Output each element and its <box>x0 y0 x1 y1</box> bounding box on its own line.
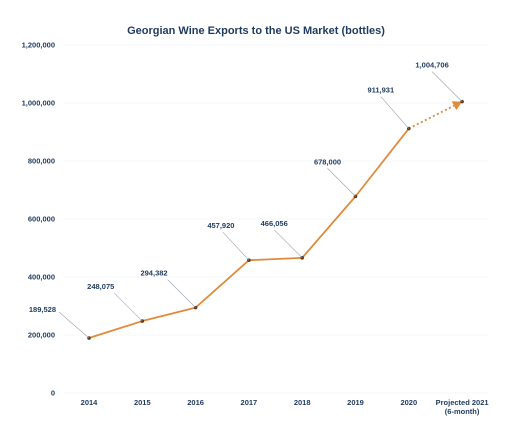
series-line-actual <box>88 127 410 339</box>
data-label: 248,075 <box>87 282 114 291</box>
chart-title: Georgian Wine Exports to the US Market (… <box>127 25 385 37</box>
data-label: 678,000 <box>314 157 341 166</box>
data-label: 457,920 <box>207 221 234 230</box>
label-leader <box>273 229 303 259</box>
y-tick-label: 800,000 <box>28 157 55 166</box>
label-leader <box>431 71 463 102</box>
data-labels: 189,528 248,075 294,382 457,920 466,056 678,0… <box>29 61 463 339</box>
y-tick-label: 400,000 <box>28 273 55 282</box>
y-axis-ticks: 0 200,000 400,000 600,000 800,000 1,000,000 1,… <box>22 41 55 398</box>
label-leader <box>58 311 90 339</box>
label-leader <box>380 96 410 129</box>
y-tick-label: 1,000,000 <box>22 99 55 108</box>
label-leader <box>167 279 196 308</box>
y-tick-label: 600,000 <box>28 215 55 224</box>
data-label: 1,004,706 <box>415 61 448 70</box>
label-leader <box>327 168 356 197</box>
y-tick-label: 1,200,000 <box>22 41 55 50</box>
x-axis-ticks: 2014 2015 2016 2017 2018 2019 2020 Projected 20… <box>81 398 489 416</box>
x-tick-label: 2016 <box>187 398 204 407</box>
x-tick-label: 2015 <box>134 398 151 407</box>
data-label: 294,382 <box>140 269 167 278</box>
gridlines <box>64 44 488 394</box>
x-tick-label: 2017 <box>241 398 258 407</box>
projection-arrowhead <box>451 101 463 111</box>
data-label: 911,931 <box>367 86 394 95</box>
y-tick-label: 0 <box>51 389 55 398</box>
x-tick-label: 2019 <box>347 398 364 407</box>
x-tick-label: Projected 2021 (6-month) <box>436 398 489 416</box>
data-label: 466,056 <box>261 219 288 228</box>
x-tick-label: 2020 <box>400 398 417 407</box>
x-tick-label: 2014 <box>81 398 99 407</box>
label-leader <box>222 231 250 261</box>
label-leader <box>114 292 143 322</box>
data-label: 189,528 <box>29 305 56 314</box>
y-tick-label: 200,000 <box>28 331 55 340</box>
series-line-projected <box>408 104 455 130</box>
x-tick-label: 2018 <box>294 398 311 407</box>
